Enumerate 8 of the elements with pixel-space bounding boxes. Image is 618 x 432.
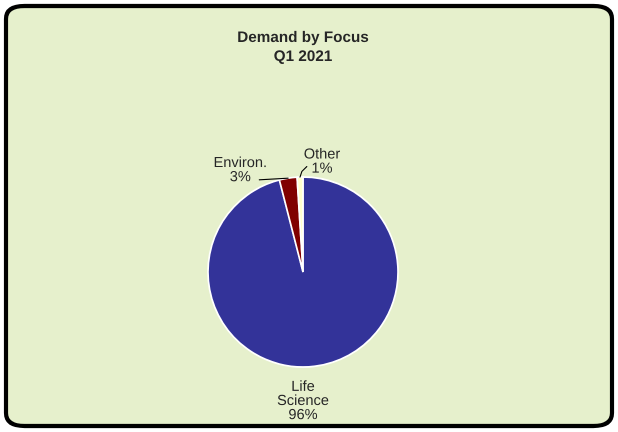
data-label: 96% bbox=[289, 408, 318, 420]
chart-subtitle: Q1 2021 bbox=[274, 50, 332, 64]
slice-label: Environ. bbox=[214, 156, 266, 168]
data-label: 3% bbox=[230, 171, 250, 182]
slice-label: Other bbox=[304, 148, 340, 159]
data-label: 1% bbox=[312, 162, 332, 173]
chart-title: Demand by Focus bbox=[238, 30, 368, 46]
slice-label: Life Science bbox=[278, 380, 328, 406]
